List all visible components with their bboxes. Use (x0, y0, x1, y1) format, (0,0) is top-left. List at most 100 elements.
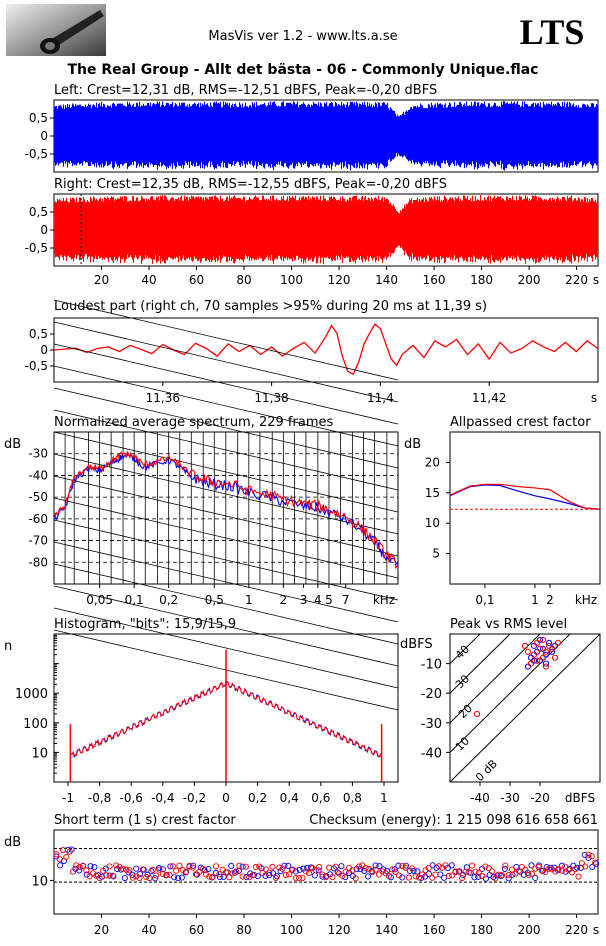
x-tick-label: 180 (470, 923, 493, 937)
x-tick-label: 140 (375, 273, 398, 287)
peak-rms-point (539, 636, 547, 644)
short-term-point (475, 873, 482, 881)
peak-rms-point (473, 710, 481, 718)
short-term-point (296, 866, 303, 873)
crest-frame (449, 431, 601, 585)
short-term-point (572, 866, 579, 873)
short-term-point (418, 874, 425, 882)
short-term-point (113, 862, 120, 869)
short-term-point (349, 867, 356, 874)
short-term-point (206, 873, 213, 880)
short-term-point (334, 869, 341, 876)
short-term-point (489, 868, 496, 875)
short-term-point (220, 873, 227, 881)
short-term-point (171, 874, 178, 881)
diagonal-label: 40 (453, 643, 472, 662)
short-term-point (286, 871, 293, 878)
left-waveform: Left: Crest=12,31 dB, RMS=-12,51 dBFS, P… (25, 83, 599, 173)
average-spectrum-title: Normalized average spectrum, 229 frames (54, 415, 333, 430)
short-term-point (581, 851, 588, 858)
short-term-point (452, 868, 459, 875)
x-tick-label: -0,4 (151, 791, 174, 805)
spectrum-slope-line (53, 453, 399, 535)
y-tick-label: -20 (421, 687, 442, 702)
short-term-point (528, 870, 536, 877)
short-term-point (505, 875, 512, 882)
diagonal-label: 20 (456, 702, 475, 721)
x-tick-label: 120 (328, 923, 351, 937)
x-tick-label: 60 (189, 273, 204, 287)
peak-rms-point (530, 651, 538, 658)
short-term-point (79, 863, 87, 870)
x-unit-label: s (593, 273, 599, 287)
diagonal-label: 10 (453, 734, 472, 753)
short-term-crest-title: Short term (1 s) crest factor (54, 813, 236, 828)
x-tick-label: -30 (500, 791, 520, 805)
spectrum-slope-line (53, 299, 399, 381)
short-term-point (129, 871, 136, 878)
short-term-point (289, 866, 296, 873)
x-tick-label: 40 (141, 273, 156, 287)
short-term-crest: Short term (1 s) crest factor Checksum (e… (4, 813, 600, 937)
x-unit-label: kHz (373, 593, 395, 607)
short-term-point (174, 875, 182, 882)
y-tick-label: -70 (28, 534, 48, 548)
spectrum-slope-line (53, 497, 399, 579)
x-tick-label: 0,4 (280, 791, 299, 805)
short-term-point (342, 868, 349, 875)
short-term-point (448, 862, 455, 869)
short-term-point (139, 866, 146, 873)
short-term-point (542, 868, 549, 876)
short-term-point (589, 863, 596, 870)
short-term-point (146, 874, 153, 882)
x-tick-label: 11,36 (146, 391, 180, 405)
short-term-point (319, 873, 326, 880)
short-term-point (459, 874, 466, 882)
short-term-point (246, 874, 253, 881)
crest-series-line (449, 483, 601, 510)
left-waveform-title: Left: Crest=12,31 dB, RMS=-12,51 dBFS, P… (54, 83, 437, 98)
x-tick-label: 20 (94, 273, 109, 287)
short-term-point (593, 860, 600, 867)
y-tick-label: 100 (23, 717, 48, 732)
short-term-ylabel: dB (4, 835, 21, 850)
spectrum-series-line (54, 454, 398, 567)
x-tick-label: 5 (325, 593, 333, 607)
short-term-point (415, 874, 422, 881)
short-term-point (332, 863, 339, 870)
short-term-point (87, 863, 94, 870)
short-term-point (592, 859, 599, 866)
peak-rms-point (530, 642, 538, 649)
short-term-point (156, 866, 163, 873)
short-term-frame (53, 829, 599, 915)
short-term-point (116, 863, 123, 870)
x-tick-label: 2 (280, 593, 288, 607)
allpassed-crest: Allpassed crest factor dB 20 15 10 5 0,1 1 2 kHz (404, 415, 601, 607)
short-term-point (279, 865, 286, 872)
short-term-point (68, 846, 75, 853)
crest-ylabel: dB (404, 437, 421, 452)
short-term-point (365, 865, 373, 873)
short-term-point (429, 862, 436, 869)
peak-rms-point (548, 645, 556, 652)
short-term-point (103, 872, 110, 879)
peak-rms-point (524, 648, 532, 655)
short-term-point (588, 853, 595, 860)
spectrum-slope-line (53, 343, 399, 425)
short-term-point (555, 865, 562, 872)
short-term-point (490, 873, 497, 880)
short-term-point (179, 866, 186, 874)
short-term-point (302, 868, 309, 875)
x-tick-label: 60 (189, 923, 204, 937)
short-term-point (412, 873, 419, 880)
short-term-point (159, 870, 166, 877)
short-term-point (272, 874, 279, 881)
short-term-point (385, 872, 393, 880)
x-tick-label: 200 (518, 273, 541, 287)
short-term-point (469, 862, 476, 869)
peak-rms-point (527, 654, 535, 661)
y-tick-label: -0,5 (25, 359, 48, 373)
x-tick-label: 220 (565, 273, 588, 287)
loudest-part: Loudest part (right ch, 70 samples >95% … (25, 299, 599, 405)
short-term-point (148, 868, 155, 875)
